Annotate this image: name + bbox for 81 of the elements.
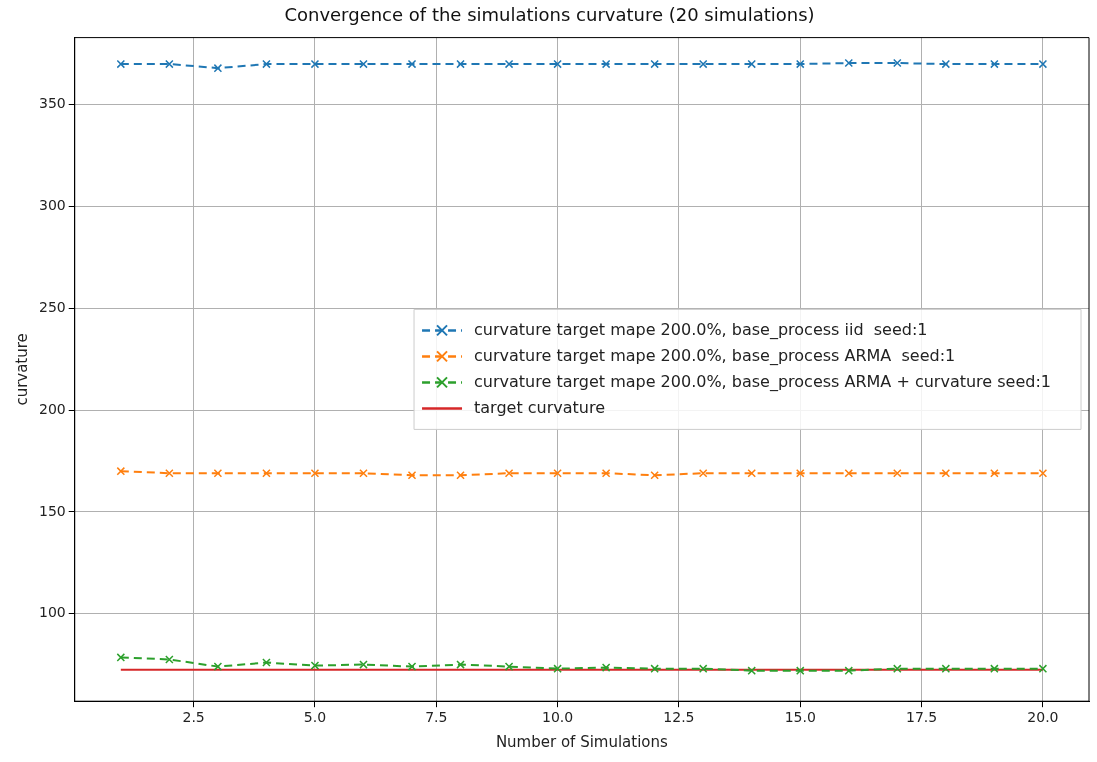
point [650, 664, 659, 673]
point [990, 59, 999, 69]
point [795, 468, 805, 478]
point [165, 468, 174, 478]
y-tick-label: 250 [38, 298, 66, 315]
point [698, 664, 708, 673]
point [650, 59, 659, 69]
point [601, 663, 611, 672]
point [698, 468, 708, 478]
point [795, 59, 805, 69]
point [165, 59, 174, 69]
x-tick-label: 5.0 [303, 709, 327, 726]
legend-label: curvature target mape 200.0%, base_process iid seed:1 [474, 319, 928, 340]
point [407, 59, 417, 69]
y-tick-label: 100 [38, 604, 66, 621]
point [359, 660, 368, 669]
point [941, 468, 951, 478]
point [1038, 59, 1048, 69]
point [844, 58, 854, 68]
legend-label: target curvature [474, 397, 606, 417]
x-tick-label: 10.0 [542, 709, 574, 726]
point [116, 466, 126, 476]
point [213, 662, 223, 671]
point [116, 59, 126, 69]
point [456, 660, 465, 669]
y-tick-label: 200 [38, 400, 66, 417]
point [165, 655, 174, 664]
point [213, 63, 223, 73]
point [456, 59, 465, 69]
point [553, 664, 562, 673]
legend-label: curvature target mape 200.0%, base_process ARMA seed:1 [474, 345, 956, 366]
point [553, 59, 562, 69]
point [262, 468, 271, 478]
x-tick-label: 20.0 [1027, 709, 1059, 726]
point [698, 59, 708, 69]
y-tick-label: 150 [38, 502, 66, 519]
x-tick-label: 17.5 [905, 709, 938, 726]
point [990, 468, 999, 478]
y-tick-label: 300 [38, 197, 66, 214]
y-tick-label: 350 [38, 95, 66, 112]
point [359, 59, 368, 69]
point [407, 662, 417, 671]
x-tick-label: 2.5 [182, 709, 205, 726]
point [262, 658, 271, 667]
point [116, 653, 126, 662]
legend-label: curvature target mape 200.0%, base_process ARMA + curvature seed:1 [474, 371, 1052, 392]
point [553, 468, 562, 478]
x-tick-label: 7.5 [425, 709, 448, 726]
point [504, 59, 514, 69]
point [990, 664, 999, 673]
point [747, 468, 756, 478]
point [795, 666, 805, 675]
point [601, 468, 611, 478]
point [601, 59, 611, 69]
point [747, 666, 756, 675]
point [262, 59, 271, 69]
point [650, 470, 659, 480]
point [310, 661, 320, 670]
x-axis-title: Number of Simulations [495, 732, 669, 751]
point [747, 59, 756, 69]
point [844, 666, 854, 675]
point [941, 59, 951, 69]
point [310, 468, 320, 478]
chart-title: Convergence of the simulations curvature (20 simulations) [284, 4, 815, 26]
point [310, 59, 320, 69]
point [407, 470, 417, 480]
point [1038, 468, 1048, 478]
point [893, 664, 902, 673]
point [456, 470, 465, 480]
point [504, 468, 514, 478]
point [1038, 664, 1048, 673]
point [213, 468, 223, 478]
x-tick-label: 12.5 [663, 709, 695, 726]
point [504, 662, 514, 671]
point [893, 468, 902, 478]
y-axis-title: curvature [12, 333, 31, 406]
point [893, 58, 902, 68]
point [941, 664, 951, 673]
point [359, 468, 368, 478]
point [844, 468, 854, 478]
x-tick-label: 15.0 [784, 709, 816, 726]
